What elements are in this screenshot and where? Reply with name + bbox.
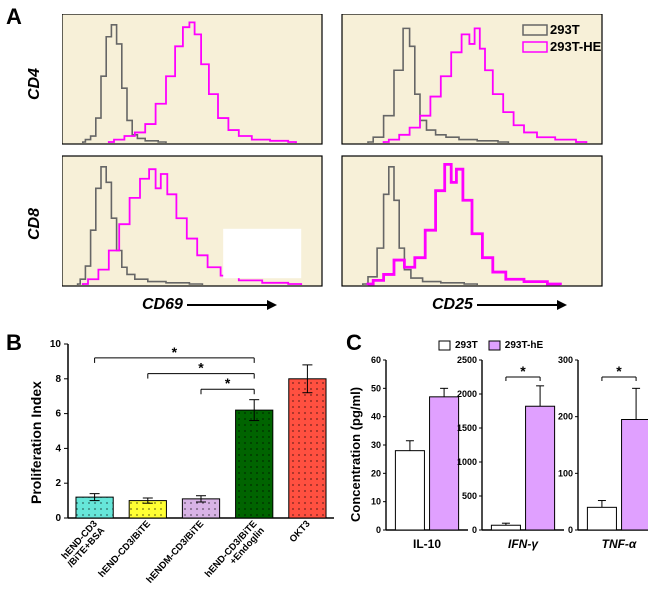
svg-text:100: 100	[558, 468, 573, 478]
svg-text:*: *	[616, 363, 622, 379]
panel-b-svg: 0246810hEND-CD3/BiTE+BSAhEND-CD3/BiTEhEN…	[30, 338, 340, 606]
svg-text:200: 200	[558, 412, 573, 422]
svg-text:60: 60	[371, 355, 381, 365]
svg-text:50: 50	[371, 383, 381, 393]
panel-b-label: B	[6, 330, 22, 356]
x-label-cd25: CD25	[432, 296, 567, 314]
panel-b-ylabel: Proliferation Index	[28, 368, 44, 518]
panel-a-svg	[62, 14, 632, 314]
svg-text:*: *	[225, 375, 231, 391]
svg-text:300: 300	[558, 355, 573, 365]
svg-text:TNF-α: TNF-α	[602, 537, 637, 551]
panel-c-legend: 293T 293T-hE	[438, 340, 543, 353]
svg-text:2: 2	[55, 478, 61, 489]
legend-swatch	[438, 340, 452, 351]
svg-text:40: 40	[371, 412, 381, 422]
legend-swatch	[522, 23, 546, 37]
svg-text:1500: 1500	[457, 423, 477, 433]
legend-label: 293T-HE	[550, 39, 601, 54]
svg-text:hENDM-CD3/BiTE: hENDM-CD3/BiTE	[144, 519, 206, 586]
svg-text:1000: 1000	[457, 457, 477, 467]
svg-text:0: 0	[472, 525, 477, 535]
panel-a: CD4 CD8 CD69 CD25 293T293T-HE	[62, 14, 632, 314]
x-label-cd25-text: CD25	[432, 296, 473, 313]
svg-text:hEND-CD3/BiTE: hEND-CD3/BiTE	[96, 519, 153, 580]
panel-a-label: A	[6, 4, 22, 30]
svg-text:0: 0	[55, 513, 61, 524]
svg-text:0: 0	[376, 525, 381, 535]
legend-item: 293T	[522, 22, 601, 37]
svg-text:10: 10	[50, 339, 62, 350]
svg-text:*: *	[198, 360, 204, 376]
svg-text:20: 20	[371, 468, 381, 478]
legend-swatch	[488, 340, 502, 351]
legend-label: 293T-hE	[505, 340, 543, 351]
svg-text:10: 10	[371, 497, 381, 507]
svg-text:6: 6	[55, 409, 61, 420]
legend-item: 293T	[438, 340, 478, 351]
svg-text:2000: 2000	[457, 389, 477, 399]
panel-c-svg: 0102030405060IL-1005001000150020002500*I…	[352, 344, 648, 606]
svg-text:hEND-CD3/BiTE+BSA: hEND-CD3/BiTE+BSA	[58, 519, 107, 570]
svg-text:8: 8	[55, 374, 61, 385]
svg-text:2500: 2500	[457, 355, 477, 365]
legend-item: 293T-hE	[488, 340, 543, 351]
row-label-cd4: CD4	[26, 54, 44, 114]
x-label-cd69-text: CD69	[142, 296, 183, 313]
svg-text:30: 30	[371, 440, 381, 450]
row-label-cd8: CD8	[26, 194, 44, 254]
x-label-cd69: CD69	[142, 296, 277, 314]
panel-a-legend: 293T 293T-HE	[522, 22, 601, 56]
legend-swatch	[522, 40, 546, 54]
legend-label: 293T	[455, 340, 478, 351]
svg-text:*: *	[172, 344, 178, 360]
svg-text:IFN-γ: IFN-γ	[508, 537, 539, 551]
svg-text:*: *	[520, 363, 526, 379]
svg-text:hEND-CD3/BiTE+Endoglin: hEND-CD3/BiTE+Endoglin	[203, 519, 267, 587]
svg-text:0: 0	[568, 525, 573, 535]
panel-c: Concentration (pg/ml) 0102030405060IL-10…	[352, 344, 648, 606]
svg-text:4: 4	[55, 443, 61, 454]
svg-text:IL-10: IL-10	[413, 537, 441, 551]
legend-item: 293T-HE	[522, 39, 601, 54]
svg-text:OKT3: OKT3	[287, 519, 312, 545]
panel-c-ylabel: Concentration (pg/ml)	[348, 374, 363, 534]
svg-text:500: 500	[462, 491, 477, 501]
legend-label: 293T	[550, 22, 580, 37]
panel-b: Proliferation Index 0 2 4 6 8 10 hEND-CD3/BiTE…	[30, 338, 340, 606]
